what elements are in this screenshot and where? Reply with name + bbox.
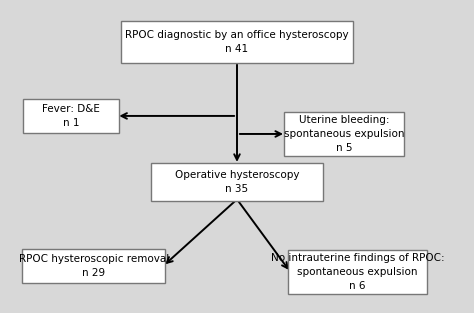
Text: Operative hysteroscopy
n 35: Operative hysteroscopy n 35 [175,170,299,194]
Text: RPOC hysteroscopic removal
n 29: RPOC hysteroscopic removal n 29 [18,254,169,278]
FancyBboxPatch shape [283,112,404,156]
Text: RPOC diagnostic by an office hysteroscopy
n 41: RPOC diagnostic by an office hysteroscop… [125,30,349,54]
FancyBboxPatch shape [22,249,165,284]
Text: Fever: D&E
n 1: Fever: D&E n 1 [42,104,100,128]
FancyBboxPatch shape [23,99,118,133]
Text: Uterine bleeding:
spontaneous expulsion
n 5: Uterine bleeding: spontaneous expulsion … [283,115,404,153]
Text: No intrauterine findings of RPOC:
spontaneous expulsion
n 6: No intrauterine findings of RPOC: sponta… [271,253,445,291]
FancyBboxPatch shape [288,250,427,294]
FancyBboxPatch shape [151,163,323,201]
FancyBboxPatch shape [121,21,353,63]
